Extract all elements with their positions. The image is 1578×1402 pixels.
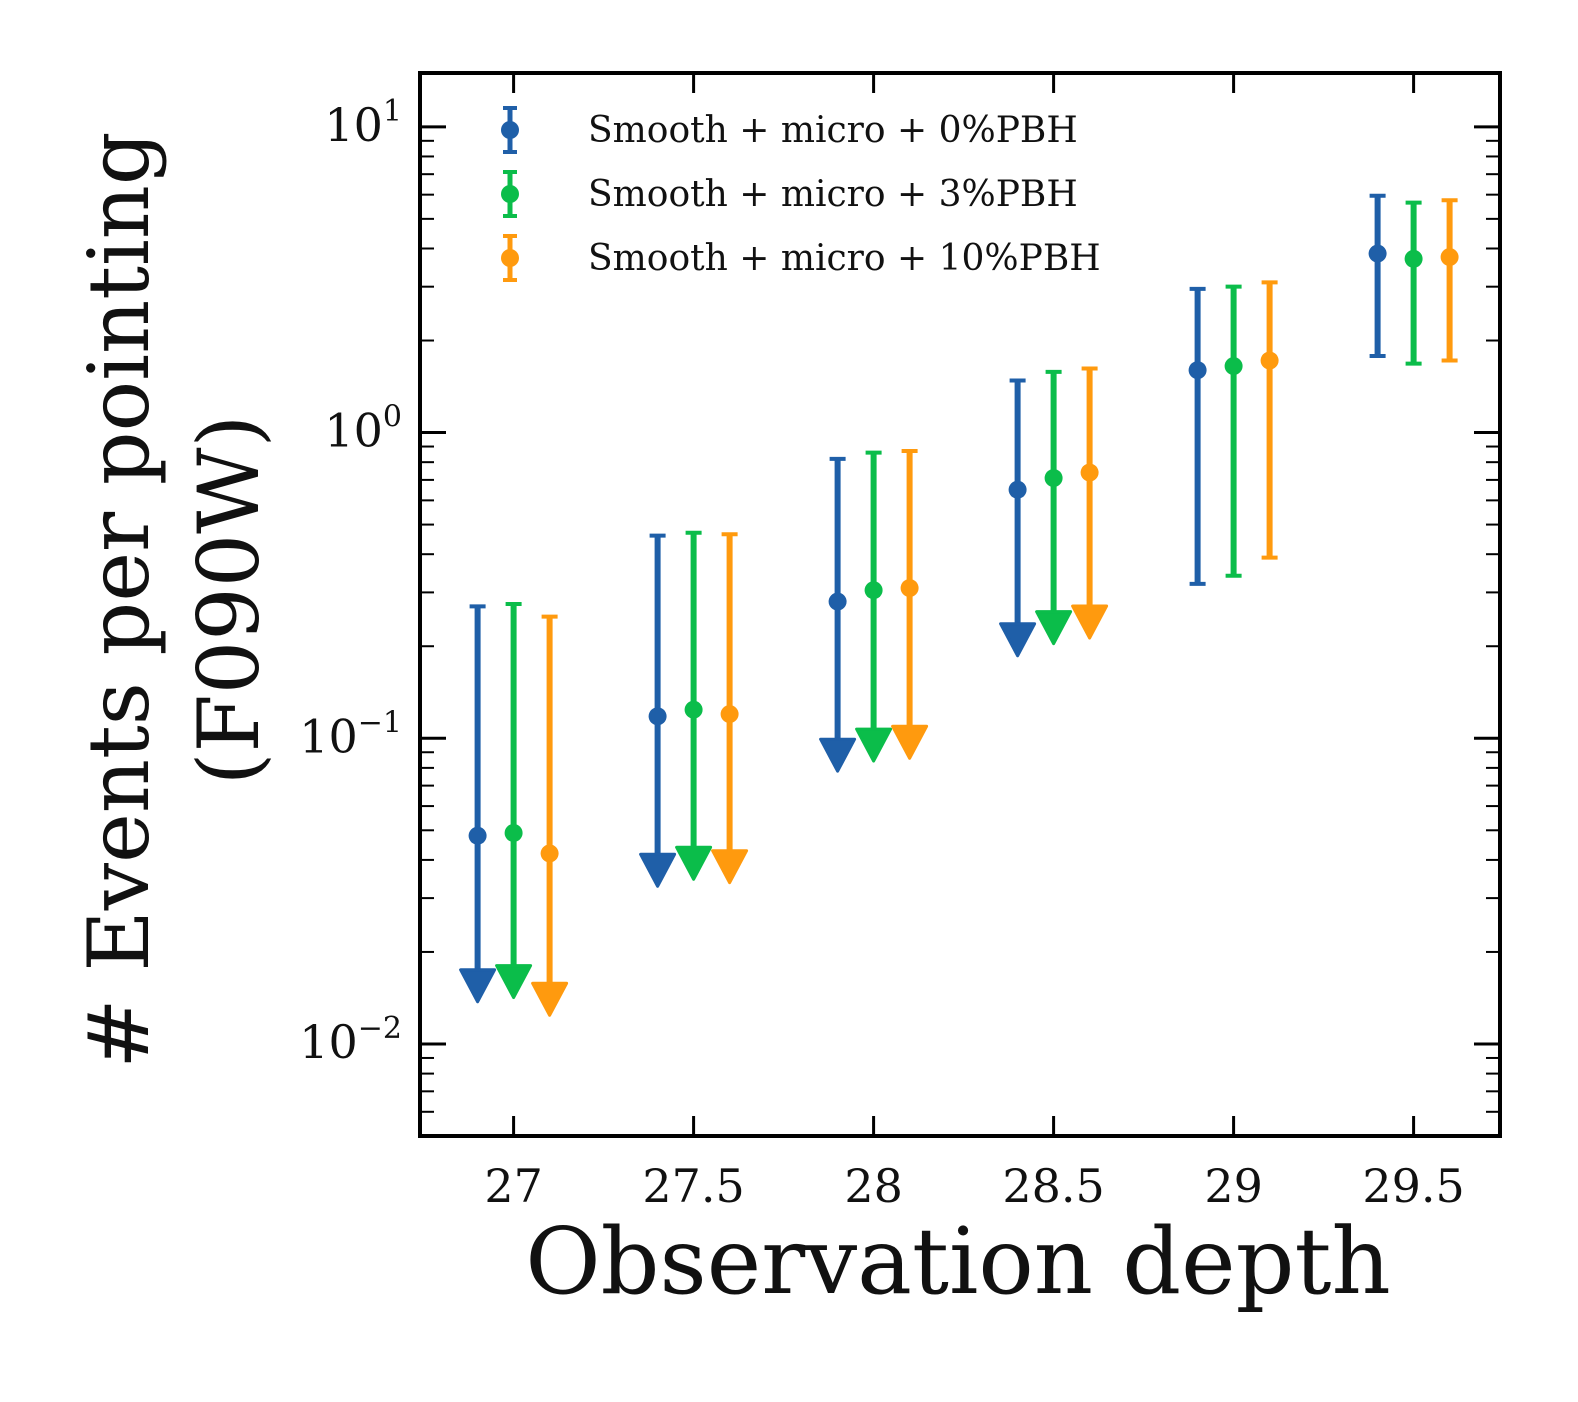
- point-1-3: [1044, 469, 1063, 488]
- x-axis-title: Observation depth: [525, 1208, 1391, 1315]
- legend-marker-2: [501, 249, 519, 267]
- axes: 27 27.5 28 28.5 29 29.5 10−2 10−1 100 101: [299, 71, 1502, 1213]
- point-2-0: [540, 844, 559, 863]
- upper-limit-arrow-0-2: [819, 737, 857, 773]
- point-1-0: [504, 823, 523, 842]
- x-tick-label-3: 28.5: [1002, 1159, 1104, 1213]
- upper-limit-arrow-1-1: [675, 845, 713, 881]
- upper-limit-arrow-1-0: [495, 964, 533, 1000]
- legend-label-1: Smooth + micro + 3%PBH: [588, 174, 1078, 215]
- point-1-5: [1404, 249, 1423, 268]
- upper-limit-arrow-2-3: [1071, 604, 1109, 640]
- point-2-4: [1260, 351, 1279, 370]
- point-0-2: [828, 592, 847, 611]
- upper-limit-arrow-1-3: [1035, 610, 1073, 646]
- x-tick-label-1: 27.5: [642, 1159, 744, 1213]
- upper-limit-arrow-2-1: [711, 849, 749, 885]
- series-1: [495, 200, 1423, 1000]
- legend: Smooth + micro + 0%PBH Smooth + micro + 3…: [501, 106, 1101, 282]
- series-0: [459, 193, 1387, 1004]
- x-tick-label-0: 27: [484, 1159, 543, 1213]
- x-tick-label-4: 29: [1204, 1159, 1263, 1213]
- point-1-2: [864, 581, 883, 600]
- upper-limit-arrow-1-2: [855, 727, 893, 763]
- upper-limit-arrow-0-3: [999, 622, 1037, 658]
- point-2-5: [1440, 248, 1459, 267]
- upper-limit-arrow-2-0: [531, 981, 569, 1017]
- plot-frame: [418, 71, 1502, 1138]
- point-1-1: [684, 700, 703, 719]
- series-2: [531, 198, 1459, 1017]
- y-axis-title-line2: (F090W): [180, 415, 278, 786]
- point-2-3: [1080, 463, 1099, 482]
- x-tick-label-5: 29.5: [1362, 1159, 1464, 1213]
- legend-item-2: Smooth + micro + 10%PBH: [501, 234, 1101, 282]
- point-0-3: [1008, 480, 1027, 499]
- y-tick-label-1: 10−1: [299, 705, 402, 763]
- upper-limit-arrow-2-2: [891, 724, 929, 760]
- y-tick-label-0: 10−2: [299, 1011, 402, 1069]
- point-0-5: [1368, 244, 1387, 263]
- point-0-4: [1188, 361, 1207, 380]
- legend-marker-1: [501, 185, 519, 203]
- y-tick-label-2: 100: [324, 400, 402, 458]
- legend-item-0: Smooth + micro + 0%PBH: [501, 106, 1078, 154]
- legend-marker-0: [501, 121, 519, 139]
- point-0-0: [468, 826, 487, 845]
- upper-limit-arrow-0-1: [639, 852, 677, 888]
- y-tick-label-3: 101: [324, 94, 402, 152]
- point-0-1: [648, 707, 667, 726]
- point-1-4: [1224, 357, 1243, 376]
- upper-limit-arrow-0-0: [459, 968, 497, 1004]
- y-axis-title-line1: # Events per pointing: [70, 131, 168, 1068]
- legend-label-2: Smooth + micro + 10%PBH: [588, 238, 1101, 279]
- point-2-1: [720, 705, 739, 724]
- legend-item-1: Smooth + micro + 3%PBH: [501, 170, 1078, 218]
- legend-label-0: Smooth + micro + 0%PBH: [588, 110, 1078, 151]
- x-tick-label-2: 28: [844, 1159, 903, 1213]
- plot-marks: [459, 193, 1459, 1017]
- point-2-2: [900, 579, 919, 598]
